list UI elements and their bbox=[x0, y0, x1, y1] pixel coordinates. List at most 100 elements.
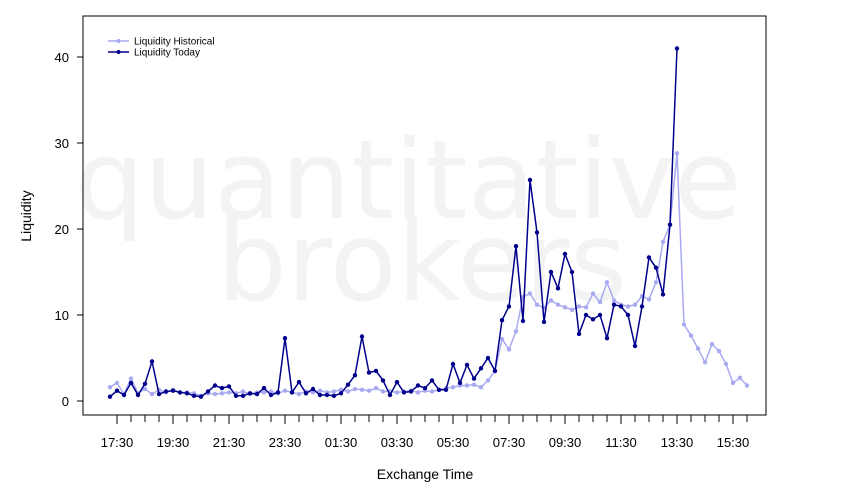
data-point bbox=[534, 302, 540, 307]
y-tick-label: 40 bbox=[55, 50, 69, 65]
data-point bbox=[541, 319, 547, 325]
x-tick-label: 23:30 bbox=[269, 435, 302, 450]
data-point bbox=[415, 390, 421, 395]
data-point bbox=[597, 312, 603, 318]
data-point bbox=[345, 389, 351, 394]
data-point bbox=[219, 391, 225, 396]
data-point bbox=[660, 239, 666, 245]
data-point bbox=[415, 383, 421, 388]
data-point bbox=[142, 381, 148, 386]
y-tick-label: 20 bbox=[55, 222, 69, 237]
x-tick-label: 05:30 bbox=[437, 435, 470, 450]
legend-label: Liquidity Today bbox=[134, 48, 200, 59]
data-point bbox=[478, 366, 484, 371]
data-point bbox=[394, 379, 400, 385]
data-point bbox=[583, 312, 589, 318]
data-point bbox=[513, 244, 519, 249]
data-point bbox=[618, 304, 624, 309]
data-point bbox=[471, 376, 477, 381]
data-point bbox=[156, 391, 162, 397]
data-point bbox=[191, 393, 197, 398]
data-point bbox=[660, 292, 666, 297]
data-point bbox=[534, 230, 540, 235]
data-point bbox=[611, 298, 617, 303]
data-point bbox=[380, 378, 386, 383]
data-point bbox=[583, 305, 589, 310]
data-point bbox=[695, 346, 701, 351]
data-point bbox=[730, 380, 736, 386]
x-axis-title: Exchange Time bbox=[377, 466, 474, 482]
data-point bbox=[268, 389, 274, 394]
x-tick-label: 21:30 bbox=[213, 435, 246, 450]
y-tick-label: 10 bbox=[55, 308, 69, 323]
data-point bbox=[317, 388, 323, 393]
data-point bbox=[450, 361, 456, 367]
data-point bbox=[555, 302, 561, 307]
data-point bbox=[282, 336, 288, 341]
data-point bbox=[576, 331, 582, 337]
data-point bbox=[359, 334, 365, 339]
data-point bbox=[254, 391, 260, 397]
x-tick-label: 07:30 bbox=[493, 435, 526, 450]
data-point bbox=[366, 388, 372, 393]
legend-marker bbox=[116, 50, 121, 54]
data-point bbox=[401, 390, 407, 395]
data-point bbox=[233, 393, 239, 398]
data-point bbox=[114, 388, 120, 393]
data-point bbox=[562, 305, 568, 310]
data-point bbox=[590, 291, 596, 296]
data-point bbox=[296, 379, 302, 385]
data-point bbox=[527, 291, 533, 296]
data-point bbox=[177, 390, 183, 395]
data-point bbox=[667, 222, 673, 227]
axis-ticks: 0 10 20 30 40 17:30 19:30 21:30 23:30 01:30 03:30 0… bbox=[55, 50, 750, 450]
data-point bbox=[464, 383, 470, 388]
data-point bbox=[128, 380, 134, 386]
data-point bbox=[240, 393, 246, 398]
data-point bbox=[471, 382, 477, 387]
data-point bbox=[499, 336, 505, 342]
data-point bbox=[107, 394, 113, 399]
data-point bbox=[548, 298, 554, 303]
data-point bbox=[296, 391, 302, 397]
x-tick-label: 01:30 bbox=[325, 435, 358, 450]
data-point bbox=[604, 280, 610, 285]
series-layer bbox=[107, 46, 750, 399]
x-tick-label: 09:30 bbox=[549, 435, 582, 450]
data-point bbox=[149, 359, 155, 364]
data-point bbox=[317, 392, 323, 398]
data-point bbox=[107, 385, 113, 390]
data-point bbox=[310, 386, 316, 392]
data-point bbox=[632, 302, 638, 307]
data-point bbox=[240, 389, 246, 394]
data-point bbox=[324, 392, 330, 398]
data-point bbox=[247, 391, 253, 396]
data-point bbox=[709, 342, 715, 347]
data-point bbox=[611, 302, 617, 307]
data-point bbox=[597, 299, 603, 305]
data-point bbox=[450, 385, 456, 390]
data-point bbox=[569, 307, 575, 312]
data-point bbox=[226, 390, 232, 395]
x-tick-label: 11:30 bbox=[605, 435, 637, 450]
data-point bbox=[464, 362, 470, 368]
data-point bbox=[653, 280, 659, 285]
data-point bbox=[646, 297, 652, 302]
data-point bbox=[604, 336, 610, 341]
data-point bbox=[716, 348, 722, 354]
data-point bbox=[576, 304, 582, 309]
data-point bbox=[219, 385, 225, 391]
data-point bbox=[310, 390, 316, 395]
data-point bbox=[639, 304, 645, 309]
data-point bbox=[198, 394, 204, 399]
data-point bbox=[457, 380, 463, 386]
data-point bbox=[149, 391, 155, 397]
data-point bbox=[352, 386, 358, 392]
data-point bbox=[373, 385, 379, 391]
data-point bbox=[485, 378, 491, 383]
data-point bbox=[625, 312, 631, 318]
x-tick-label: 17:30 bbox=[101, 435, 134, 450]
series-line bbox=[109, 48, 678, 398]
data-point bbox=[737, 375, 743, 380]
data-point bbox=[429, 389, 435, 394]
